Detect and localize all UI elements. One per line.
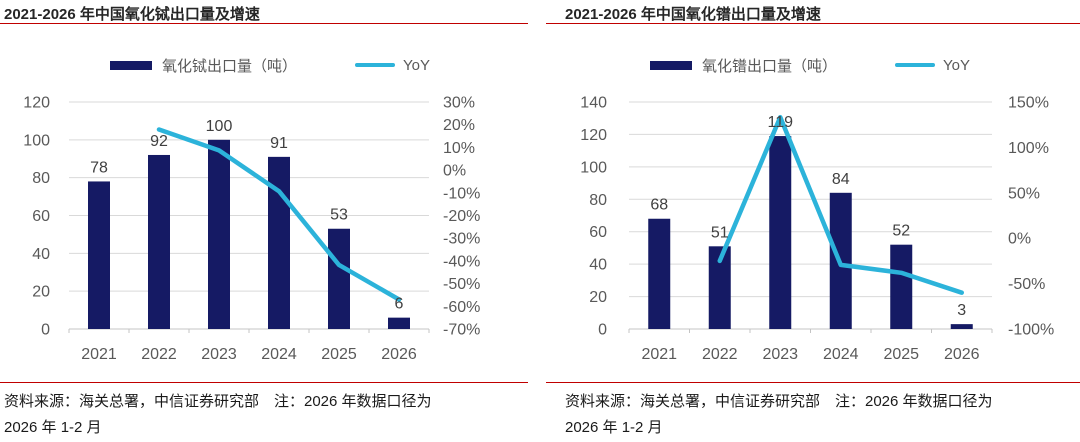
chart-legend: 氧化镨出口量（吨） YoY — [540, 54, 1080, 76]
source-note-line2: 2026 年 1-2 月 — [4, 419, 102, 436]
svg-text:2024: 2024 — [261, 346, 297, 363]
svg-text:80: 80 — [589, 192, 607, 209]
svg-text:60: 60 — [32, 208, 50, 225]
svg-text:-10%: -10% — [443, 185, 480, 202]
title-rule — [0, 23, 528, 24]
svg-text:92: 92 — [150, 133, 168, 150]
chart-panel-praseodymium-oxide: 2021-2026 年中国氧化镨出口量及增速 氧化镨出口量（吨） YoY 0 20… — [540, 0, 1080, 442]
svg-text:119: 119 — [767, 114, 793, 131]
svg-text:78: 78 — [90, 159, 108, 176]
svg-text:-60%: -60% — [443, 299, 480, 316]
svg-text:2026: 2026 — [944, 346, 980, 363]
line-series-label: YoY — [403, 56, 430, 74]
svg-text:2022: 2022 — [702, 346, 738, 363]
svg-text:150%: 150% — [1008, 95, 1049, 112]
source-note: 资料来源：海关总署，中信证券研究部 注：2026 年数据口径为 2026 年 1… — [4, 389, 534, 441]
svg-text:52: 52 — [892, 223, 910, 240]
chart-title: 2021-2026 年中国氧化铽出口量及增速 — [4, 6, 260, 23]
svg-text:40: 40 — [32, 246, 50, 263]
svg-text:80: 80 — [32, 170, 50, 187]
combo-chart-terbium: 0 20 40 60 80 100 120 30% 20% 10% 0% -10% -20% -30% -4… — [23, 95, 480, 364]
footer-rule — [546, 382, 1080, 383]
svg-text:2026: 2026 — [381, 346, 417, 363]
legend-item-line: YoY — [895, 57, 970, 74]
chart-legend: 氧化铽出口量（吨） YoY — [0, 54, 540, 76]
legend-item-bar: 氧化镨出口量（吨） — [650, 55, 837, 76]
legend-item-bar: 氧化铽出口量（吨） — [110, 55, 297, 76]
svg-text:2025: 2025 — [321, 346, 357, 363]
chart-panel-terbium-oxide: 2021-2026 年中国氧化铽出口量及增速 氧化铽出口量（吨） YoY 0 20… — [0, 6, 540, 441]
svg-text:50%: 50% — [1008, 185, 1040, 202]
svg-text:-100%: -100% — [1008, 322, 1054, 339]
svg-text:2025: 2025 — [883, 346, 919, 363]
svg-text:120: 120 — [580, 127, 607, 144]
combo-chart-praseodymium: 0 20 40 60 80 100 120 140 150% 100% 50% 0% -50% -100%… — [580, 95, 1054, 364]
svg-text:140: 140 — [580, 95, 607, 112]
svg-text:91: 91 — [270, 135, 288, 152]
chart-title: 2021-2026 年中国氧化镨出口量及增速 — [565, 6, 821, 23]
svg-text:2023: 2023 — [201, 346, 237, 363]
svg-text:2021: 2021 — [81, 346, 117, 363]
svg-text:0%: 0% — [1008, 231, 1031, 248]
bar-series-label: 氧化镨出口量（吨） — [702, 57, 838, 75]
svg-text:0: 0 — [41, 322, 50, 339]
svg-text:100: 100 — [23, 132, 50, 149]
svg-text:20%: 20% — [443, 117, 475, 134]
svg-text:3: 3 — [957, 302, 966, 319]
svg-text:84: 84 — [832, 171, 850, 188]
source-note-line1: 资料来源：海关总署，中信证券研究部 注：2026 年数据口径为 — [4, 393, 432, 410]
svg-text:30%: 30% — [443, 95, 475, 112]
svg-text:60: 60 — [589, 224, 607, 241]
svg-text:0%: 0% — [443, 163, 466, 180]
svg-text:-30%: -30% — [443, 231, 480, 248]
svg-text:51: 51 — [711, 224, 729, 241]
svg-text:53: 53 — [330, 207, 348, 224]
svg-text:2024: 2024 — [823, 346, 859, 363]
svg-text:100%: 100% — [1008, 140, 1049, 157]
legend-item-line: YoY — [355, 57, 430, 74]
title-rule — [546, 23, 1080, 24]
svg-text:0: 0 — [598, 322, 607, 339]
svg-text:40: 40 — [589, 257, 607, 274]
svg-text:120: 120 — [23, 95, 50, 112]
svg-text:10%: 10% — [443, 140, 475, 157]
svg-text:20: 20 — [589, 289, 607, 306]
svg-text:2023: 2023 — [762, 346, 798, 363]
source-note-line1: 资料来源：海关总署，中信证券研究部 注：2026 年数据口径为 — [565, 393, 993, 410]
footer-rule — [0, 382, 528, 383]
svg-text:-20%: -20% — [443, 208, 480, 225]
svg-text:68: 68 — [650, 197, 668, 214]
source-note-line2: 2026 年 1-2 月 — [565, 419, 663, 436]
svg-text:100: 100 — [580, 159, 607, 176]
line-series-swatch — [895, 62, 936, 68]
svg-text:-50%: -50% — [1008, 276, 1045, 293]
source-note: 资料来源：海关总署，中信证券研究部 注：2026 年数据口径为 2026 年 1… — [565, 389, 1074, 441]
svg-text:2022: 2022 — [141, 346, 177, 363]
svg-text:6: 6 — [395, 296, 404, 313]
svg-text:100: 100 — [206, 118, 233, 135]
svg-text:-70%: -70% — [443, 322, 480, 339]
bar-series-swatch — [650, 60, 692, 70]
bar-series-swatch — [110, 60, 152, 70]
svg-text:-50%: -50% — [443, 276, 480, 293]
line-series-label: YoY — [943, 56, 970, 74]
svg-text:2021: 2021 — [641, 346, 677, 363]
bar-series-label: 氧化铽出口量（吨） — [162, 57, 298, 75]
svg-text:20: 20 — [32, 284, 50, 301]
svg-text:-40%: -40% — [443, 253, 480, 270]
line-series-swatch — [355, 62, 396, 68]
